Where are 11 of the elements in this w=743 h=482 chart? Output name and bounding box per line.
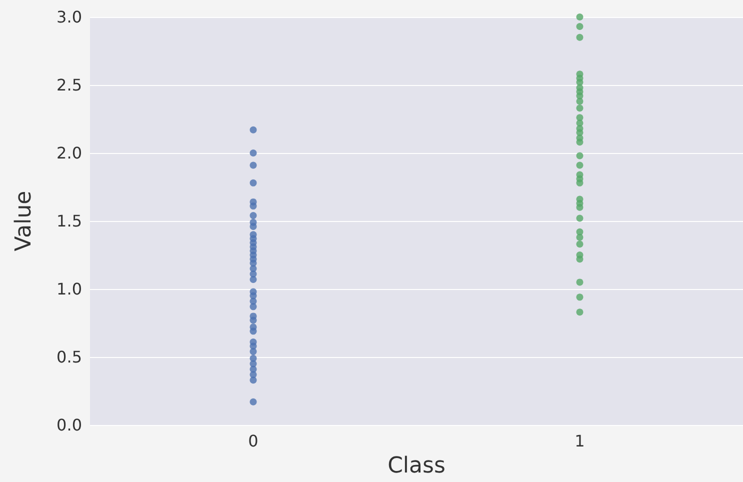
y-tick-label: 1.0 [56,280,82,298]
x-axis-title: Class [388,454,446,478]
x-tick-label: 0 [248,432,258,450]
y-tick-label: 0.5 [56,348,82,366]
y-axis-title: Value [12,190,36,252]
y-tick-label: 2.0 [56,144,82,162]
x-tick-label: 1 [574,432,585,450]
y-tick-label: 0.0 [56,416,82,434]
y-tick-label: 1.5 [56,212,82,230]
y-tick-label: 2.5 [56,76,82,94]
y-tick-label: 3.0 [56,8,82,26]
